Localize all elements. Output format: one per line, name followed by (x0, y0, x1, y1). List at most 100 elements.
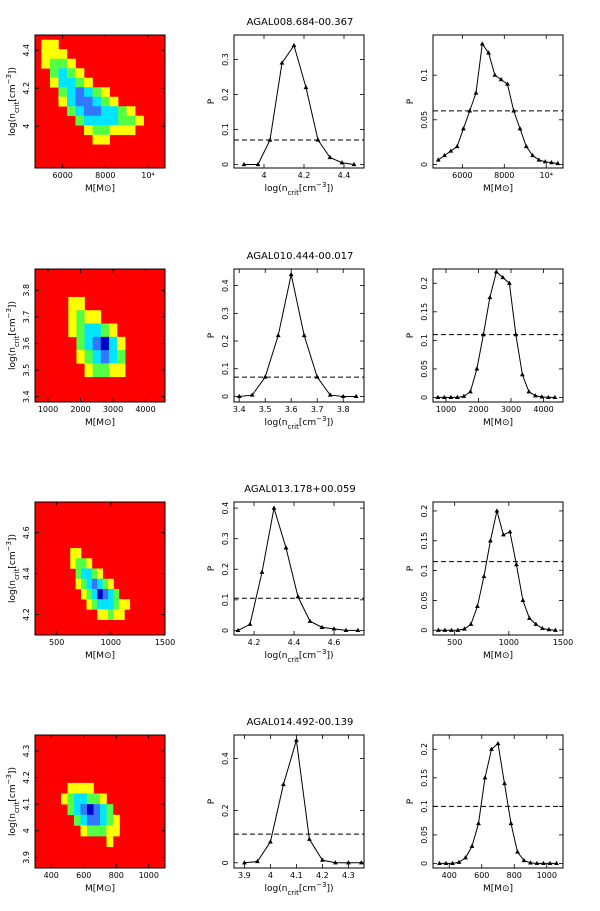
row-1-ncrit-xtick-label-1: 4.2 (298, 171, 311, 180)
row-3-mass-point-6 (475, 603, 480, 608)
row-2-mass-ytick-label-4: 0.2 (420, 277, 429, 290)
row-4-mass-xlabel: M[M⊙] (483, 884, 513, 894)
row-3-heatmap-cell-26 (91, 599, 98, 610)
row-4-heatmap-cell-15 (93, 804, 101, 816)
row-1-heatmap-cell-43 (109, 115, 119, 126)
row-1-heatmap-cell-45 (126, 115, 136, 126)
row-2-heatmap-cell-27 (108, 363, 118, 378)
row-4-heatmap-frame (34, 734, 166, 869)
row-1-mass-ytick-label-0: 0 (420, 162, 429, 167)
row-1-heatmap-cell-48 (92, 125, 102, 136)
row-3-heatmap-cell-15 (97, 578, 104, 590)
row-3-heatmap-cell-30 (113, 599, 120, 610)
row-3-ncrit-point-0 (235, 627, 241, 633)
row-3-heatmap-cell-4 (81, 558, 87, 569)
row-1-ncrit-point-3 (279, 60, 285, 65)
row-2-ncrit-xlabel: log(ncrit[cm−3]) (265, 415, 334, 431)
row-2-heatmap-cell-9 (92, 323, 102, 338)
row-1-heatmap-cell-54 (101, 134, 110, 145)
row-3-heatmap-cell-19 (86, 588, 93, 600)
row-1-heatmap-cell-10 (58, 68, 68, 79)
row-3-heatmap-cell-9 (91, 568, 98, 580)
row-4-mass-ylabel: P (406, 798, 416, 804)
row-2-mass-point-7 (480, 332, 486, 337)
row-1-heatmap-cell-8 (66, 58, 76, 69)
row-4-ncrit-point-3 (281, 781, 286, 787)
row-1-mass-ylabel: P (406, 98, 416, 104)
row-2-mass-point-10 (500, 274, 506, 280)
row-2-ncrit-xtick-label-0: 3.4 (233, 405, 246, 414)
row-2-heatmap-cell-3 (76, 310, 85, 324)
row-2-heatmap-cell-25 (92, 363, 102, 378)
row-4-ncrit-point-8 (346, 860, 351, 865)
row-3-mass-point-11 (507, 529, 513, 534)
row-3-heatmap-cell-10 (97, 568, 104, 580)
row-4-heatmap-cell-0 (67, 782, 75, 794)
row-1-heatmap-panel: 6000 8000 10⁴ 4 4.2 4.4 M[M⊙] log(ncrit[cm−3]) (5, 34, 166, 194)
row-4-mass-point-7 (482, 775, 488, 780)
row-1-heatmap-cell-24 (58, 96, 68, 107)
row-2-heatmap-cell-11 (108, 323, 118, 338)
row-4-heatmap-ytick-label-1: 4 (22, 828, 31, 833)
row-2-heatmap-cell-8 (84, 323, 93, 338)
row-3-heatmap-cell-1 (75, 548, 82, 559)
row-3-heatmap-frame (34, 501, 166, 636)
row-1-heatmap-cell-41 (92, 115, 102, 126)
row-1-heatmap-cell-13 (49, 77, 59, 88)
row-1-heatmap-cell-29 (101, 96, 110, 107)
row-1-mass-point-2 (448, 148, 454, 153)
row-2-heatmap-ytick-label-2: 3.6 (22, 337, 31, 350)
row-4-ncrit-ytick-label-0: 0 (221, 860, 230, 865)
row-3-ncrit-ytick-label-2: 0.2 (221, 563, 230, 576)
row-4-ncrit-point-6 (320, 857, 325, 862)
row-1-heatmap-cell-21 (84, 87, 93, 98)
row-4-mass-ytick-label-3: 0.15 (420, 769, 429, 787)
row-1-mass-ytick-label-2: 0.1 (420, 69, 429, 82)
row-4-heatmap-cell-27 (93, 825, 101, 837)
row-4-heatmap-ytick-label-2: 4.1 (22, 798, 31, 811)
row-4-mass-point-14 (528, 860, 533, 865)
row-1-heatmap-cell-6 (49, 58, 59, 69)
row-2-ncrit-ytick-label-3: 0.3 (221, 307, 230, 320)
row-4-ncrit-ytick-label-2: 0.4 (221, 752, 230, 765)
row-1-heatmap-cell-34 (92, 106, 102, 117)
row-3-heatmap-cell-18 (81, 588, 87, 600)
row-3-heatmap-cell-21 (97, 588, 104, 600)
row-2-mass-xtick-label-2: 3000 (501, 405, 521, 414)
row-3-heatmap-cell-35 (108, 609, 114, 620)
row-2-heatmap-cell-24 (84, 363, 93, 378)
row-4-ncrit-xtick-label-4: 4.3 (342, 871, 355, 880)
row-3-heatmap-cell-12 (81, 578, 87, 590)
row-4-heatmap-cell-7 (80, 793, 88, 805)
row-4-heatmap-xtick-label-0: 400 (44, 871, 59, 880)
row-1-heatmap-cell-40 (84, 115, 93, 126)
row-3-heatmap-cell-6 (75, 568, 82, 580)
row-2-mass-point-8 (487, 294, 493, 300)
row-1-heatmap-cell-14 (58, 77, 68, 88)
row-2-heatmap-ytick-label-0: 3.4 (22, 390, 31, 403)
row-3-ncrit-series-line (237, 507, 358, 631)
row-4-ncrit-ylabel: P (207, 798, 217, 804)
row-4-heatmap-cell-6 (74, 793, 81, 805)
row-2-mass-point-1 (441, 394, 447, 400)
row-3-mass-ytick-label-1: 0.05 (420, 592, 429, 610)
row-2-heatmap-cell-13 (84, 336, 93, 351)
row-1-ncrit-point-4 (291, 42, 297, 48)
row-1-heatmap-ytick-label-1: 4.2 (22, 82, 31, 95)
row-4-ncrit-ytick-label-1: 0.2 (221, 804, 230, 817)
row-4-heatmap-cell-16 (100, 804, 107, 816)
row-2-mass-ytick-label-1: 0.05 (420, 360, 429, 378)
row-2-mass-xtick-label-0: 1000 (436, 405, 456, 414)
row-3-heatmap-cell-23 (108, 588, 114, 600)
row-1-mass-point-17 (542, 159, 548, 164)
row-1-heatmap-cell-25 (66, 96, 76, 107)
row-2-ncrit-xtick-label-4: 3.8 (337, 405, 350, 414)
row-3-mass-point-5 (468, 621, 474, 626)
row-2-heatmap-cell-7 (76, 323, 85, 338)
row-3-ncrit-point-8 (331, 626, 337, 631)
row-2-ncrit-point-1 (249, 392, 255, 397)
row-4-heatmap-cell-11 (67, 804, 75, 816)
row-3-mass-point-4 (462, 626, 467, 631)
row-1-heatmap-cell-27 (84, 96, 93, 107)
row-1-heatmap-xtick-label-2: 10⁴ (141, 171, 154, 180)
